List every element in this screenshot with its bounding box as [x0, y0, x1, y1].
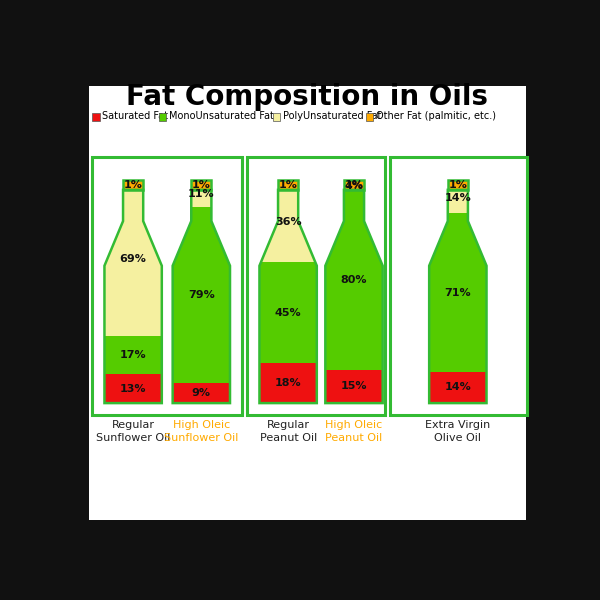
- Text: 1%: 1%: [344, 180, 364, 190]
- Bar: [172, 182, 231, 206]
- Bar: [428, 180, 487, 182]
- Bar: [172, 206, 231, 383]
- Text: 14%: 14%: [445, 382, 471, 392]
- Bar: [344, 180, 364, 190]
- Bar: [325, 191, 383, 370]
- Text: 45%: 45%: [275, 308, 301, 317]
- Text: 80%: 80%: [341, 275, 367, 285]
- FancyBboxPatch shape: [365, 113, 373, 121]
- Bar: [191, 180, 211, 190]
- Polygon shape: [104, 190, 162, 403]
- Bar: [278, 180, 298, 190]
- Text: Regular
Peanut Oil: Regular Peanut Oil: [260, 420, 317, 443]
- Bar: [325, 180, 383, 182]
- Bar: [259, 180, 317, 182]
- Bar: [259, 262, 317, 363]
- Text: High Oleic
Sunflower Oil: High Oleic Sunflower Oil: [164, 420, 239, 443]
- Text: Extra Virgin
Olive Oil: Extra Virgin Olive Oil: [425, 420, 490, 443]
- Text: Other Fat (palmitic, etc.): Other Fat (palmitic, etc.): [376, 111, 496, 121]
- FancyBboxPatch shape: [89, 86, 526, 520]
- Bar: [191, 180, 211, 190]
- Text: MonoUnsaturated Fat: MonoUnsaturated Fat: [169, 111, 274, 121]
- Polygon shape: [429, 190, 487, 403]
- FancyBboxPatch shape: [272, 113, 280, 121]
- Text: 15%: 15%: [341, 382, 367, 391]
- Text: 1%: 1%: [448, 180, 467, 190]
- Bar: [172, 180, 231, 182]
- Bar: [259, 363, 317, 403]
- Bar: [123, 180, 143, 190]
- Bar: [325, 370, 383, 403]
- Bar: [278, 180, 298, 190]
- Text: 1%: 1%: [124, 180, 143, 190]
- Text: High Oleic
Peanut Oil: High Oleic Peanut Oil: [325, 420, 383, 443]
- Text: 17%: 17%: [120, 350, 146, 360]
- Text: Fat Composition in Oils: Fat Composition in Oils: [127, 83, 488, 110]
- Text: 14%: 14%: [445, 193, 471, 203]
- Polygon shape: [325, 190, 383, 403]
- Text: 1%: 1%: [278, 180, 298, 190]
- Bar: [428, 213, 487, 372]
- Bar: [448, 180, 468, 190]
- Bar: [123, 180, 143, 190]
- Text: 1%: 1%: [192, 180, 211, 190]
- Polygon shape: [173, 190, 230, 403]
- Bar: [259, 182, 317, 262]
- Text: 13%: 13%: [120, 383, 146, 394]
- Text: 79%: 79%: [188, 290, 215, 300]
- Text: 18%: 18%: [275, 378, 301, 388]
- Text: 69%: 69%: [119, 254, 146, 264]
- Bar: [448, 180, 468, 190]
- Bar: [104, 336, 163, 374]
- Text: Saturated Fat: Saturated Fat: [102, 111, 168, 121]
- Polygon shape: [259, 190, 317, 403]
- Bar: [104, 182, 163, 336]
- Text: 71%: 71%: [445, 287, 471, 298]
- Text: Regular
Sunflower Oil: Regular Sunflower Oil: [96, 420, 170, 443]
- FancyBboxPatch shape: [92, 113, 100, 121]
- Bar: [104, 374, 163, 403]
- Text: PolyUnsaturated Fat: PolyUnsaturated Fat: [283, 111, 381, 121]
- Text: 11%: 11%: [188, 190, 215, 199]
- Bar: [428, 372, 487, 403]
- Bar: [172, 383, 231, 403]
- Bar: [325, 182, 383, 191]
- FancyBboxPatch shape: [158, 113, 166, 121]
- Bar: [104, 180, 163, 182]
- Text: 9%: 9%: [192, 388, 211, 398]
- Bar: [428, 182, 487, 213]
- Text: 4%: 4%: [344, 181, 364, 191]
- Text: 36%: 36%: [275, 217, 301, 227]
- Bar: [344, 180, 364, 190]
